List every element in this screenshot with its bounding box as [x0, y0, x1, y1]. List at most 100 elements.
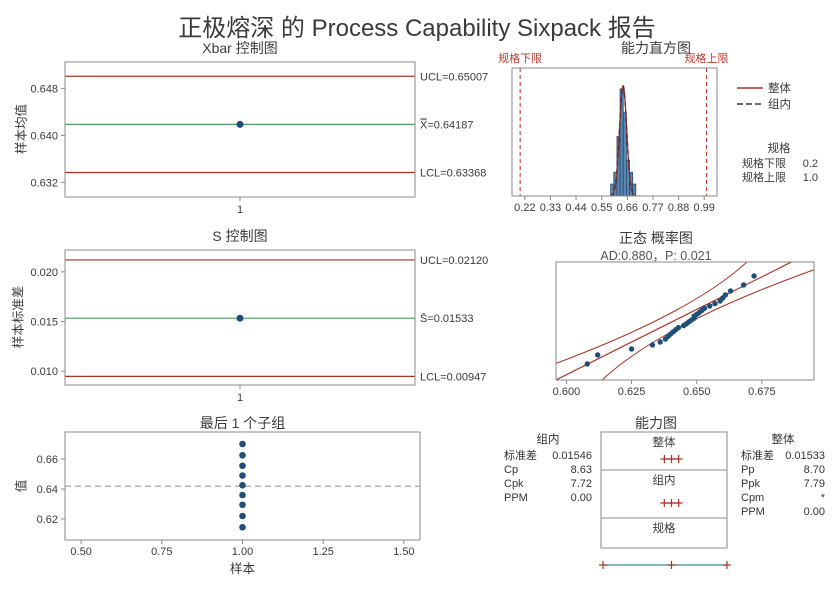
prob-point	[707, 303, 713, 309]
stat-label: 标准差	[504, 450, 537, 462]
s-chart-ucl-label: UCL=0.02120	[420, 255, 488, 267]
stat-value: 7.72	[570, 478, 592, 490]
stat-row: Cpm *	[741, 491, 825, 505]
tick-label: 1	[237, 392, 243, 404]
tick-label: 0.015	[30, 316, 58, 328]
subgroup-point	[239, 440, 246, 448]
stat-label: Ppk	[741, 478, 760, 490]
tick-label: 0.640	[30, 130, 58, 142]
s-chart-lcl-label: LCL=0.00947	[420, 371, 486, 383]
normal-curve	[610, 84, 636, 197]
tick-label: 0.50	[70, 546, 91, 558]
last-subgroup-title: 最后 1 个子组	[199, 415, 286, 431]
tick-label: 0.62	[37, 514, 58, 526]
tick-label: 0.632	[30, 177, 58, 189]
stat-value: 0.01533	[785, 450, 825, 462]
s-chart-point	[236, 314, 244, 322]
histogram-title: 能力直方图	[621, 40, 691, 56]
last-subgroup-plot: 0.62 0.64 0.66 0.50 0.75 1.00 1.25 1.50	[37, 431, 421, 558]
spec-table-header: 规格	[768, 141, 791, 155]
stat-value: 0.00	[803, 506, 825, 518]
stat-label: Cpk	[504, 478, 524, 490]
spec-row-value: 0.2	[803, 158, 818, 170]
confidence-band	[601, 269, 814, 380]
subgroup-point	[239, 451, 246, 459]
stat-label: 标准差	[741, 450, 774, 462]
subgroup-point	[239, 472, 246, 479]
within-stats-block: 组内 标准差 0.01546 Cp 8.63 Cpk 7.72 PPM 0.00	[504, 431, 592, 505]
stat-value: 0.01546	[552, 450, 592, 462]
prob-point	[701, 305, 708, 311]
tick-label: 0.66	[617, 202, 638, 214]
legend-label: 整体	[768, 81, 791, 95]
subgroup-point	[239, 481, 246, 489]
legend-label: 组内	[768, 97, 791, 111]
stat-row: Cpk 7.72	[504, 477, 592, 491]
prob-point	[740, 282, 747, 288]
prob-point	[712, 300, 718, 307]
stat-value: 8.70	[803, 464, 825, 476]
prob-point	[657, 339, 663, 345]
stat-value: *	[820, 492, 825, 504]
usl-label: 规格上限	[685, 51, 729, 65]
within-stats-header: 组内	[536, 434, 560, 446]
overall-stats-rows: 标准差 0.01533 Pp 8.70 Ppk 7.79 Cpm * PPM 0.00	[741, 449, 825, 519]
tick-label: 0.600	[553, 386, 581, 398]
stat-row: 标准差 0.01546	[504, 449, 592, 463]
confidence-band	[556, 262, 748, 364]
tick-label: 0.22	[514, 202, 535, 214]
s-chart-cl-label: S̄=0.01533	[420, 313, 474, 326]
tick-label: 0.675	[748, 386, 776, 398]
capability-plot-title: 能力图	[635, 415, 677, 431]
last-subgroup-x-axis-label: 样本	[229, 562, 255, 576]
tick-label: 1.50	[393, 546, 414, 558]
overall-stats-block: 整体 标准差 0.01533 Pp 8.70 Ppk 7.79 Cpm * PPM 0.00	[741, 431, 825, 519]
prob-point	[722, 292, 729, 298]
section-label-overall: 整体	[653, 435, 676, 449]
xbar-chart-lcl-label: LCL=0.63368	[420, 167, 486, 179]
stat-label: PPM	[504, 492, 528, 504]
stat-row: Pp 8.70	[741, 463, 825, 477]
tick-label: 0.020	[30, 267, 58, 279]
section-label-specs: 规格	[653, 521, 676, 535]
prob-frame	[555, 261, 815, 381]
prob-plot-title: 正态 概率图	[619, 230, 693, 246]
xbar-chart-ucl-label: UCL=0.65007	[420, 71, 488, 83]
within-stats-rows: 标准差 0.01546 Cp 8.63 Cpk 7.72 PPM 0.00	[504, 449, 592, 505]
section-label-within: 组内	[653, 473, 676, 487]
stat-value: 7.79	[803, 478, 825, 490]
xbar-chart-point	[236, 120, 244, 128]
stat-label: Cpm	[741, 492, 765, 504]
stat-label: Cp	[504, 464, 519, 476]
stat-label: Pp	[741, 464, 755, 476]
tick-label: 0.88	[668, 202, 689, 214]
spec-row-label: 规格下限	[742, 156, 786, 170]
prob-point	[675, 324, 682, 331]
prob-point	[649, 342, 656, 348]
spec-row-value: 1.0	[803, 172, 818, 184]
stat-row: 标准差 0.01533	[741, 449, 825, 463]
tick-label: 0.650	[683, 386, 711, 398]
prob-point	[628, 346, 635, 352]
tick-label: 0.64	[37, 484, 58, 496]
subgroup-point	[239, 512, 246, 520]
tick-label: 0.66	[37, 454, 58, 466]
xbar-chart-cl-label: X̿=0.64187	[420, 118, 474, 131]
capability-frame	[600, 431, 728, 549]
xbar-chart-frame	[64, 61, 416, 198]
report-title: 正极熔深 的 Process Capability Sixpack 报告	[178, 15, 656, 42]
tick-label: 0.010	[30, 366, 58, 378]
subgroup-point	[239, 501, 246, 509]
tick-label: 1.00	[232, 546, 253, 558]
stat-value: 0.00	[570, 492, 592, 504]
hist-frame	[511, 67, 718, 197]
tick-label: 0.75	[151, 546, 172, 558]
prob-point	[751, 273, 757, 279]
prob-point	[584, 361, 590, 367]
s-chart: UCL=0.02120 S̄=0.01533 LCL=0.00947 0.010 0.0…	[30, 249, 488, 404]
prob-plot-subtitle: AD:0.880，P: 0.021	[600, 249, 712, 263]
